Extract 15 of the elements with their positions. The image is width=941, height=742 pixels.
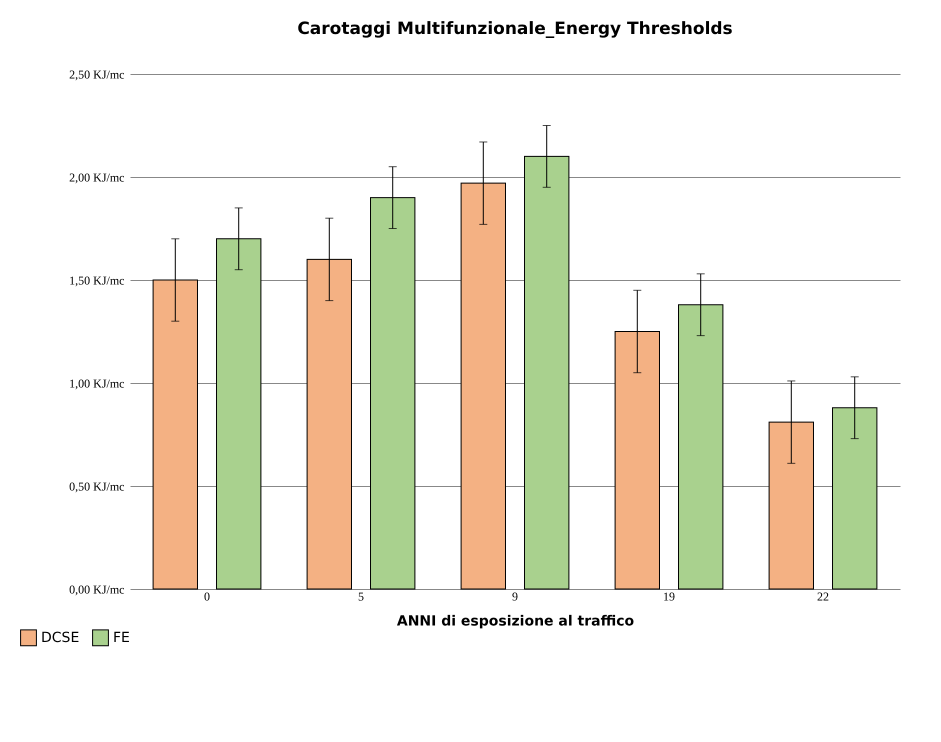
x-tick-label: 5 [358, 590, 364, 604]
x-tick-label: 0 [204, 590, 210, 604]
x-tick-label: 19 [663, 590, 675, 604]
y-tick-label: 0,00 KJ/mc [69, 582, 124, 596]
x-tick-label: 22 [817, 590, 829, 604]
x-axis-title: ANNI di esposizione al traffico [396, 614, 634, 630]
y-tick-label: 1,50 KJ/mc [69, 274, 124, 288]
legend-label: DCSE [41, 630, 80, 646]
y-tick-label: 2,50 KJ/mc [69, 68, 124, 82]
y-tick-label: 1,00 KJ/mc [69, 376, 124, 390]
y-tick-label: 0,50 KJ/mc [69, 480, 124, 494]
y-tick-label: 2,00 KJ/mc [69, 170, 124, 184]
legend-label: FE [113, 630, 130, 646]
x-tick-label: 9 [512, 590, 518, 604]
chart-title: Carotaggi Multifunzionale_Energy Thresholds [297, 19, 733, 39]
